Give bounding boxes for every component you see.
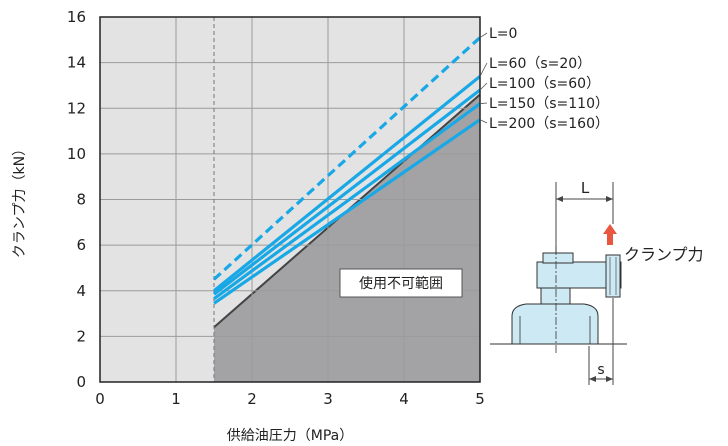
y-tick-label: 2 <box>76 327 86 345</box>
x-tick-label: 4 <box>399 390 409 408</box>
clamp-arm-cap <box>542 252 574 264</box>
length-label: L <box>581 179 590 197</box>
s-arrow-left <box>589 376 596 382</box>
clamp-diagram: L クランプ力 s <box>490 179 704 385</box>
unusable-label-box <box>339 268 463 298</box>
series-line-2 <box>213 88 480 296</box>
legend-label-0: L=0 <box>489 26 517 42</box>
legend-leader-2 <box>479 82 488 91</box>
unusable-region-label: 使用不可範囲 <box>359 275 443 292</box>
s-arrow-right <box>606 376 613 382</box>
y-tick-label: 14 <box>67 54 86 72</box>
legend-label-4: L=200（s=160） <box>489 116 609 132</box>
stroke-label: s <box>597 362 604 378</box>
clamp-force-label: クランプ力 <box>624 245 704 264</box>
legend-label-3: L=150（s=110） <box>489 96 609 112</box>
x-tick-label: 0 <box>95 390 105 408</box>
clamp-body <box>511 303 599 345</box>
clamp-bolt <box>605 254 621 298</box>
series-line-4 <box>213 118 480 305</box>
plot-frame <box>99 16 481 383</box>
series-line-3 <box>213 102 480 301</box>
clamp-arrow-icon <box>603 224 617 245</box>
x-tick-label: 1 <box>171 390 181 408</box>
l-arrow-left <box>556 196 563 202</box>
y-tick-label: 10 <box>67 145 86 163</box>
y-tick-label: 6 <box>76 236 86 254</box>
legend-label-1: L=60（s=20） <box>489 56 591 72</box>
legend-label-2: L=100（s=60） <box>489 76 600 92</box>
x-tick-label: 2 <box>247 390 257 408</box>
y-tick-label: 4 <box>76 282 86 300</box>
x-tick-label: 3 <box>323 390 333 408</box>
x-axis-title: 供給油圧力（MPa） <box>227 428 353 444</box>
legend-leader-1 <box>479 62 488 77</box>
clamp-rod <box>540 287 571 307</box>
legend-leader-3 <box>479 102 488 105</box>
y-tick-label: 12 <box>67 99 86 117</box>
l-arrow-right <box>606 196 613 202</box>
y-tick-label: 0 <box>76 373 86 391</box>
y-axis-title: クランプ力（kN） <box>12 142 28 258</box>
y-tick-label: 16 <box>67 8 86 26</box>
series-line-0 <box>212 36 480 281</box>
series-line-1 <box>212 75 480 292</box>
legend-leader-0 <box>479 32 488 38</box>
x-tick-label: 5 <box>475 390 485 408</box>
legend-leader-4 <box>479 119 488 124</box>
y-tick-label: 8 <box>76 191 86 209</box>
